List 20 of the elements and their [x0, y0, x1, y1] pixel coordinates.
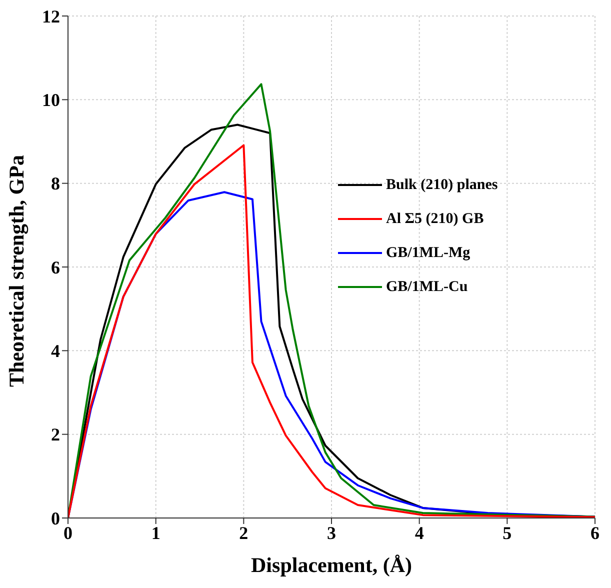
y-axis-title: Theoretical strength, GPa — [4, 154, 28, 387]
x-tick-label: 3 — [327, 522, 336, 543]
y-tick-label: 8 — [51, 174, 60, 194]
y-tick-label: 2 — [51, 424, 60, 445]
x-tick-label: 5 — [502, 522, 512, 543]
y-tick-label: 12 — [42, 6, 60, 26]
legend-label: GB/1ML-Cu — [386, 278, 468, 296]
legend-label: Bulk (210) planes — [386, 176, 498, 194]
x-tick-label: 6 — [590, 522, 600, 543]
x-tick-label: 0 — [64, 522, 72, 543]
x-tick-label: 1 — [151, 522, 160, 543]
x-tick-label: 4 — [414, 522, 424, 543]
legend-label: GB/1ML-Mg — [386, 244, 470, 262]
y-tick-label: 0 — [51, 508, 60, 528]
y-tick-label: 6 — [51, 257, 60, 278]
x-tick-label: 2 — [239, 522, 248, 543]
y-tick-label: 10 — [42, 90, 60, 110]
legend-label: Al Σ5 (210) GB — [386, 210, 484, 228]
x-axis-title: Displacement, (Å) — [251, 553, 412, 577]
y-tick-label: 4 — [51, 341, 60, 362]
